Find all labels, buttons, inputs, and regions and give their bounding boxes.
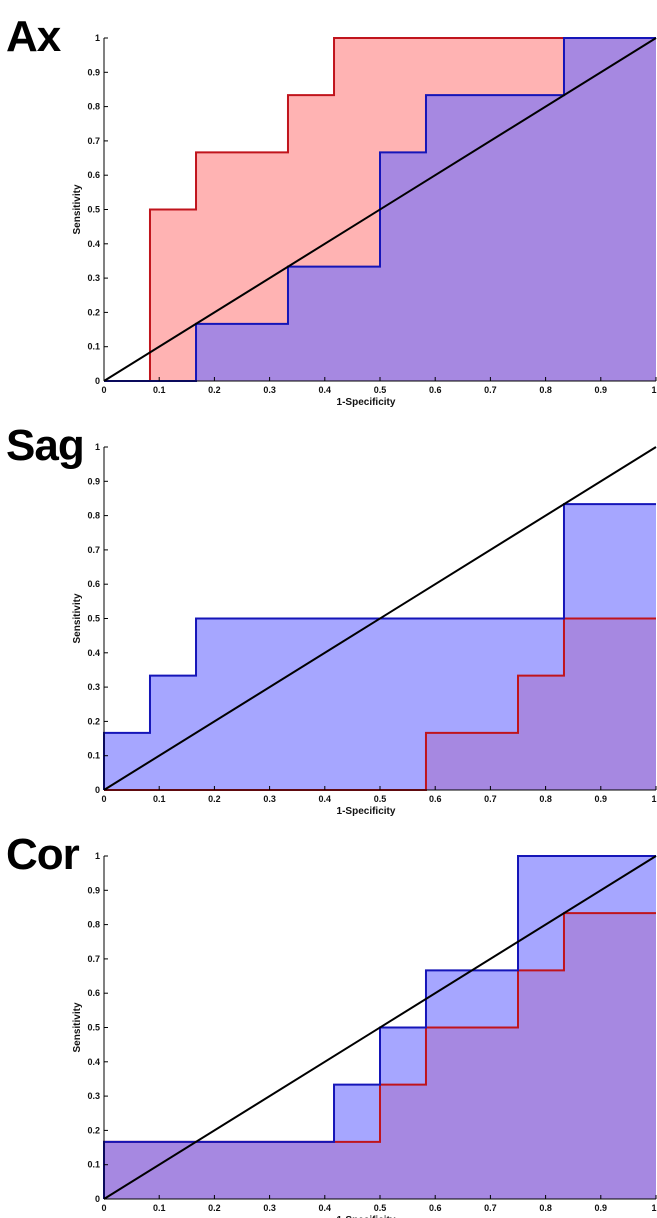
x-tick-label: 0.4	[319, 794, 332, 804]
reference-diagonal-line	[103, 37, 657, 382]
y-tick-label: 0.9	[87, 476, 100, 486]
x-tick-label: 0.4	[319, 1203, 332, 1213]
x-tick-label: 0.3	[263, 794, 276, 804]
reference-diagonal-line	[103, 855, 657, 1200]
roc-chart-cor: 0 0.1 0.2 0.3 0.4 0.5 0.6 0.7 0.8 0.9 1 0 0.1 0.2 0.3 0…	[72, 851, 657, 1218]
y-tick-label: 0.6	[87, 579, 100, 589]
series-area-1	[104, 504, 656, 790]
y-tick-label: 0.5	[87, 1023, 100, 1033]
panel-label-sag: Sag	[6, 421, 85, 470]
y-tick-label: 1	[95, 851, 100, 861]
x-tick-label: 0.1	[153, 1203, 166, 1213]
roc-chart-sag: 0 0.1 0.2 0.3 0.4 0.5 0.6 0.7 0.8 0.9 1 0 0.1 0.2 0.3 0…	[72, 442, 657, 817]
x-tick-label: 0.5	[374, 794, 387, 804]
x-tick-label: 0.5	[374, 1203, 387, 1213]
y-tick-label: 0.5	[87, 205, 100, 215]
y-tick-label: 0.8	[87, 920, 100, 930]
x-tick-label: 0.8	[539, 385, 552, 395]
y-tick-label: 0.7	[87, 954, 100, 964]
x-tick-label: 0.3	[263, 1203, 276, 1213]
roc-panel-sag: Sag 0 0.1 0.2 0.3 0.4 0.5 0.6 0.7 0.8 0.9 1 0 0.1 0.2…	[0, 409, 657, 817]
y-tick-label: 0.7	[87, 545, 100, 555]
roc-panel-ax: Ax 0 0.1 0.2 0.3 0.4 0.5 0.6 0.7 0.8 0.9 1 0 0.1 0.2 0…	[0, 0, 657, 408]
y-tick-label: 0.3	[87, 273, 100, 283]
panel-label-ax: Ax	[6, 12, 61, 61]
y-tick-label: 0.4	[87, 239, 100, 249]
y-tick-label: 0.5	[87, 614, 100, 624]
x-axis-label: 1-Specificity	[337, 806, 396, 817]
roc-chart-ax: 0 0.1 0.2 0.3 0.4 0.5 0.6 0.7 0.8 0.9 1 0 0.1 0.2 0.3 0…	[72, 33, 657, 408]
x-tick-label: 0.8	[539, 1203, 552, 1213]
roc-panel-cor: Cor 0 0.1 0.2 0.3 0.4 0.5 0.6 0.7 0.8 0.9 1 0 0.1 0.2…	[0, 818, 657, 1218]
x-tick-label: 0.7	[484, 1203, 497, 1213]
x-tick-label: 1	[651, 385, 656, 395]
y-axis-label: Sensitivity	[72, 1002, 83, 1052]
x-tick-label: 0.6	[429, 385, 442, 395]
x-tick-label: 0.5	[374, 385, 387, 395]
x-tick-label: 0.8	[539, 794, 552, 804]
x-tick-label: 0.4	[319, 385, 332, 395]
x-tick-label: 1	[651, 794, 656, 804]
y-tick-label: 0.3	[87, 1091, 100, 1101]
y-tick-label: 0.1	[87, 751, 100, 761]
y-tick-label: 0.2	[87, 716, 100, 726]
x-tick-label: 0	[101, 1203, 106, 1213]
y-tick-label: 0	[95, 1194, 100, 1204]
x-tick-label: 0.9	[595, 385, 608, 395]
x-tick-label: 0.2	[208, 794, 221, 804]
y-tick-label: 0.2	[87, 1125, 100, 1135]
series-line-0	[104, 617, 656, 791]
y-tick-label: 1	[95, 33, 100, 43]
y-tick-label: 0.6	[87, 988, 100, 998]
y-tick-label: 0.9	[87, 67, 100, 77]
x-tick-label: 0.2	[208, 385, 221, 395]
y-tick-label: 0.8	[87, 102, 100, 112]
panel-label-cor: Cor	[6, 830, 80, 879]
series-line-0	[104, 37, 656, 382]
y-tick-label: 1	[95, 442, 100, 452]
y-tick-label: 0.2	[87, 307, 100, 317]
y-tick-label: 0.4	[87, 1057, 100, 1067]
y-tick-label: 0.1	[87, 342, 100, 352]
y-tick-label: 0.7	[87, 136, 100, 146]
y-axis-label: Sensitivity	[72, 184, 83, 234]
x-axis-label: 1-Specificity	[337, 397, 396, 408]
y-tick-label: 0.3	[87, 682, 100, 692]
x-tick-label: 1	[651, 1203, 656, 1213]
x-tick-label: 0.7	[484, 385, 497, 395]
reference-diagonal-line	[103, 446, 657, 791]
x-tick-label: 0.1	[153, 385, 166, 395]
y-axis-label: Sensitivity	[72, 593, 83, 643]
x-tick-label: 0.6	[429, 1203, 442, 1213]
series-line-1	[103, 503, 656, 790]
x-tick-label: 0.9	[595, 1203, 608, 1213]
x-tick-label: 0.6	[429, 794, 442, 804]
x-tick-label: 0.9	[595, 794, 608, 804]
x-tick-label: 0	[101, 385, 106, 395]
x-tick-label: 0	[101, 794, 106, 804]
y-tick-label: 0.4	[87, 648, 100, 658]
y-tick-label: 0	[95, 376, 100, 386]
y-tick-label: 0.8	[87, 511, 100, 521]
y-tick-label: 0	[95, 785, 100, 795]
y-tick-label: 0.6	[87, 170, 100, 180]
x-tick-label: 0.2	[208, 1203, 221, 1213]
x-tick-label: 0.1	[153, 794, 166, 804]
x-tick-label: 0.7	[484, 794, 497, 804]
x-tick-label: 0.3	[263, 385, 276, 395]
y-tick-label: 0.9	[87, 885, 100, 895]
y-tick-label: 0.1	[87, 1160, 100, 1170]
